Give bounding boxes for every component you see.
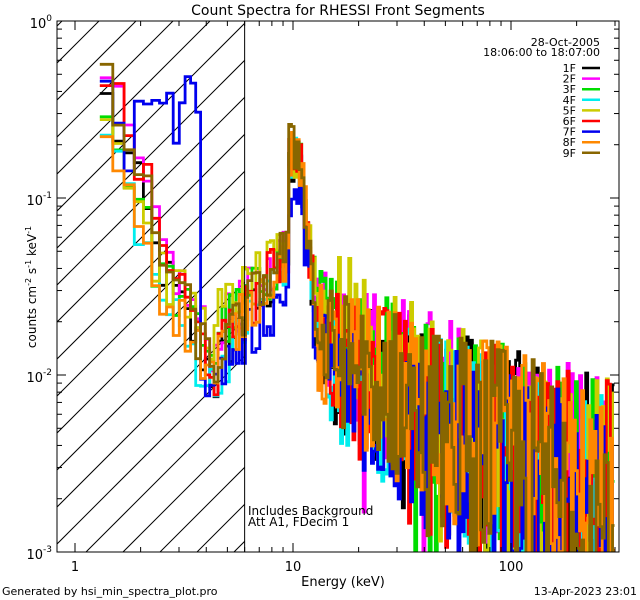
hatch-line [122, 429, 245, 552]
hatch-line [57, 318, 245, 508]
hatch-line [57, 96, 245, 286]
y-tick-label-0.001: 10-3 [26, 545, 52, 563]
plot-frame [56, 20, 620, 553]
legend-label-9F: 9F [563, 147, 576, 160]
series-line-9F [99, 62, 615, 552]
legend-label-6F: 6F [563, 115, 576, 128]
legend-label-1F: 1F [563, 62, 576, 75]
x-tick-label-1: 1 [71, 560, 79, 575]
hatch-line [57, 355, 245, 545]
date-label: 28-Oct-2005 [531, 36, 600, 49]
axis-ticks [57, 20, 619, 553]
series-layer [99, 62, 615, 552]
legend-label-7F: 7F [563, 126, 576, 139]
hatch-line [57, 170, 245, 360]
legend-label-2F: 2F [563, 73, 576, 86]
y-tick-label-0.1: 10-1 [26, 191, 52, 209]
hatch-line [57, 281, 245, 471]
y-tick-label-1: 100 [30, 14, 53, 32]
hatch-line [57, 207, 245, 397]
footer-generated: Generated by hsi_min_spectra_plot.pro [2, 585, 218, 598]
hatch-line [0, 0, 107, 552]
background-note: Includes Background [248, 504, 373, 518]
x-tick-label-100: 100 [499, 560, 524, 575]
hatch-line [57, 59, 245, 249]
chart-title: Count Spectra for RHESSI Front Segments [191, 3, 485, 19]
legend-label-4F: 4F [563, 94, 576, 107]
footer-timestamp: 13-Apr-2023 23:01 [534, 585, 637, 598]
hatch-line [85, 392, 245, 552]
legend-label-3F: 3F [563, 83, 576, 96]
x-axis-label: Energy (keV) [301, 575, 385, 590]
x-tick-label-10: 10 [285, 560, 302, 575]
legend-label-5F: 5F [563, 104, 576, 117]
legend-label-8F: 8F [563, 136, 576, 149]
y-axis-label: counts cm-2 s-1 keV-1 [24, 226, 39, 348]
attenuator-note: Att A1, FDecim 1 [248, 515, 349, 529]
time-range-label: 18:06:00 to 18:07:00 [483, 46, 600, 59]
y-tick-label-0.01: 10-2 [26, 368, 52, 386]
